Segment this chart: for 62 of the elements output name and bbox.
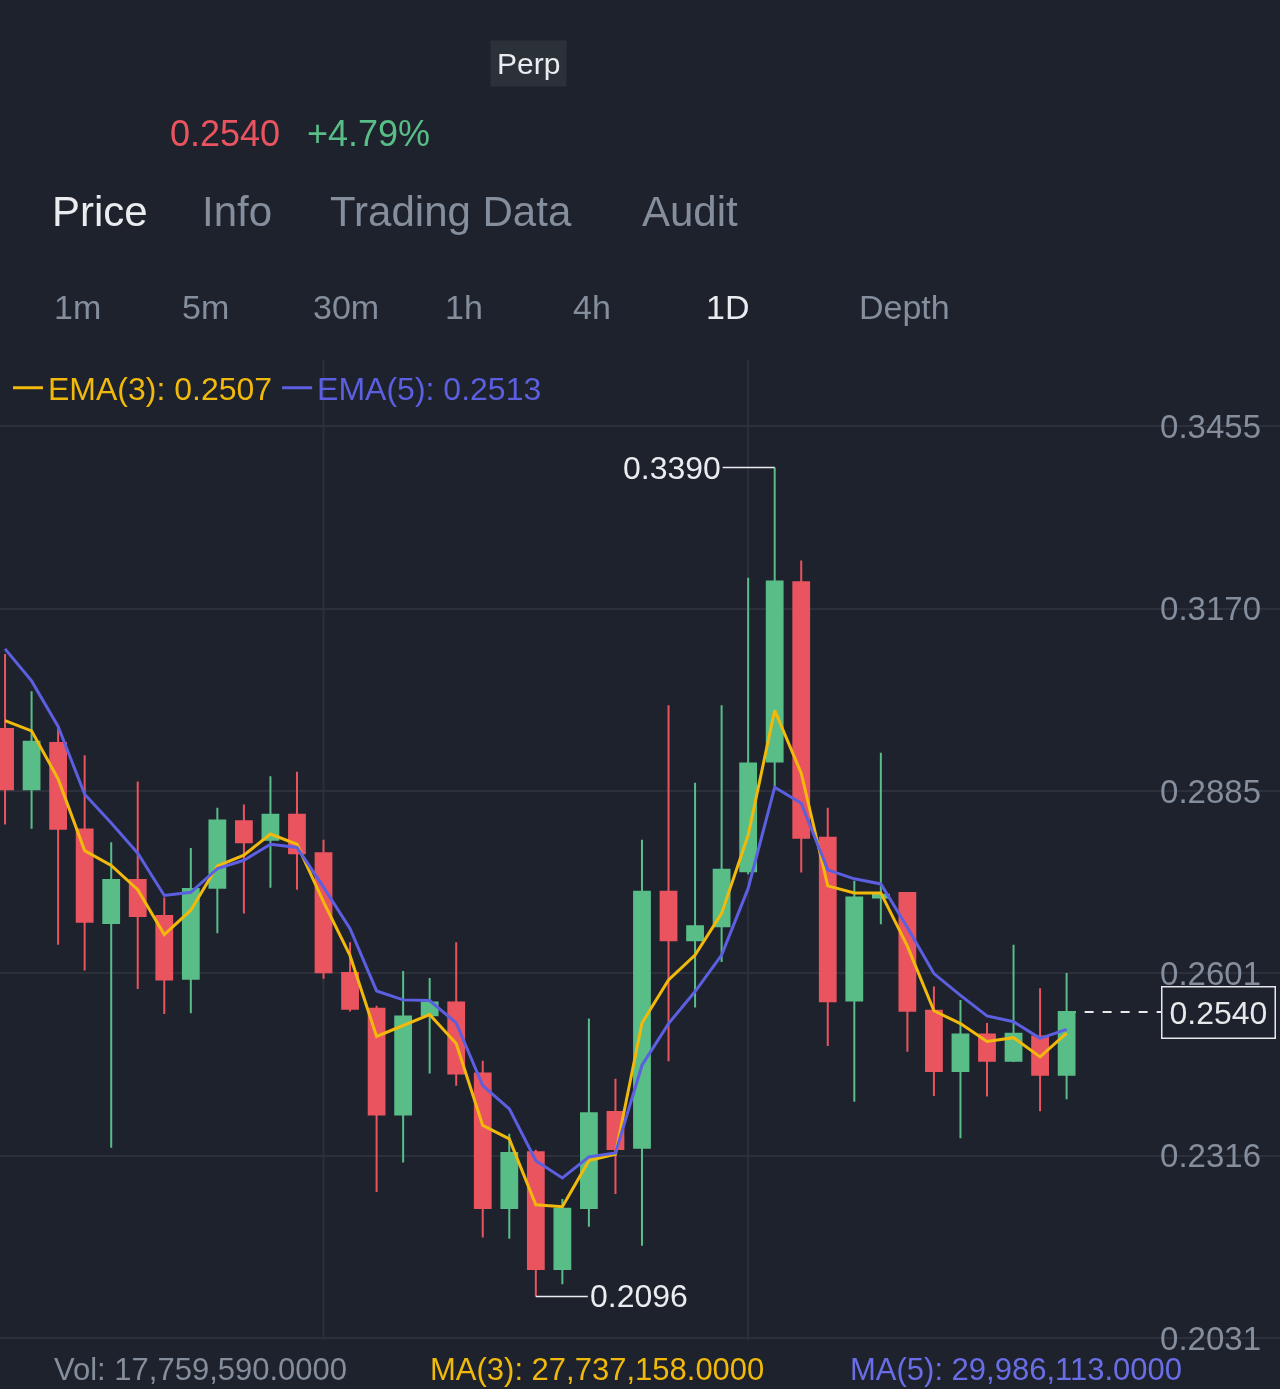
text: 1h bbox=[445, 288, 483, 326]
text: +4.79% bbox=[307, 113, 431, 154]
line-series bbox=[3, 647, 1069, 1180]
candlestick bbox=[155, 896, 174, 1015]
candlestick bbox=[394, 970, 413, 1164]
candlestick bbox=[1004, 943, 1023, 1064]
text: 4h bbox=[573, 288, 611, 326]
text: Price bbox=[52, 188, 148, 235]
annotation: 0.2096 bbox=[590, 1278, 688, 1314]
chart-title: Perp bbox=[497, 47, 561, 80]
candlestick bbox=[261, 775, 280, 889]
y-tick-label: 0.3170 bbox=[1160, 590, 1261, 628]
text: Audit bbox=[642, 188, 739, 235]
text: 1m bbox=[54, 288, 102, 326]
candlestick bbox=[420, 977, 439, 1075]
candlestick bbox=[526, 1148, 545, 1298]
candlestick bbox=[208, 806, 227, 935]
text: 30m bbox=[313, 288, 380, 326]
y-tick-label: 0.2316 bbox=[1160, 1137, 1261, 1175]
candlestick bbox=[845, 879, 864, 1103]
candlestick bbox=[500, 1132, 519, 1240]
text: 0.2540 bbox=[170, 113, 281, 154]
candlestick bbox=[235, 803, 253, 915]
candlestick bbox=[792, 559, 811, 874]
candlestick bbox=[871, 751, 890, 926]
y-tick-label: 0.3455 bbox=[1160, 407, 1261, 445]
ref-line-label: 0.2540 bbox=[1169, 994, 1268, 1031]
candlestick bbox=[1057, 971, 1076, 1101]
text: Info bbox=[202, 188, 273, 235]
candlestick bbox=[978, 1021, 996, 1098]
candlestick bbox=[580, 1017, 598, 1228]
text: Vol: 17,759,590.0000 bbox=[54, 1352, 348, 1387]
candlestick bbox=[633, 838, 651, 1247]
candlestick bbox=[75, 754, 94, 972]
candlestick bbox=[765, 466, 784, 787]
candlestick bbox=[925, 985, 943, 1097]
candlestick bbox=[102, 841, 121, 1149]
candlestick bbox=[659, 704, 678, 1063]
annotation: 0.3390 bbox=[623, 450, 721, 486]
candlestick bbox=[686, 781, 704, 1009]
candlestick bbox=[341, 941, 359, 1013]
text: Trading Data bbox=[330, 188, 572, 235]
y-tick-label: 0.2885 bbox=[1160, 772, 1261, 810]
text: Depth bbox=[859, 288, 950, 326]
candlestick bbox=[553, 1198, 572, 1286]
candlestick bbox=[49, 727, 68, 946]
legend-label: EMA(5): 0.2513 bbox=[317, 371, 542, 408]
line-series bbox=[3, 708, 1069, 1209]
candlestick bbox=[818, 806, 837, 1047]
candlestick bbox=[288, 770, 306, 891]
y-tick-label: 0.2601 bbox=[1160, 954, 1261, 992]
candlestick bbox=[181, 847, 200, 1015]
candlestick bbox=[712, 704, 731, 964]
candlestick bbox=[473, 1059, 492, 1239]
text: 1D bbox=[706, 288, 750, 326]
candlestick bbox=[22, 690, 41, 830]
candlestick bbox=[951, 998, 970, 1140]
legend-label: EMA(3): 0.2507 bbox=[48, 371, 273, 408]
text: 5m bbox=[182, 288, 230, 326]
candlestick bbox=[367, 1004, 386, 1194]
text: MA(3): 27,737,158.0000 bbox=[430, 1352, 765, 1387]
candlestick bbox=[128, 780, 147, 990]
